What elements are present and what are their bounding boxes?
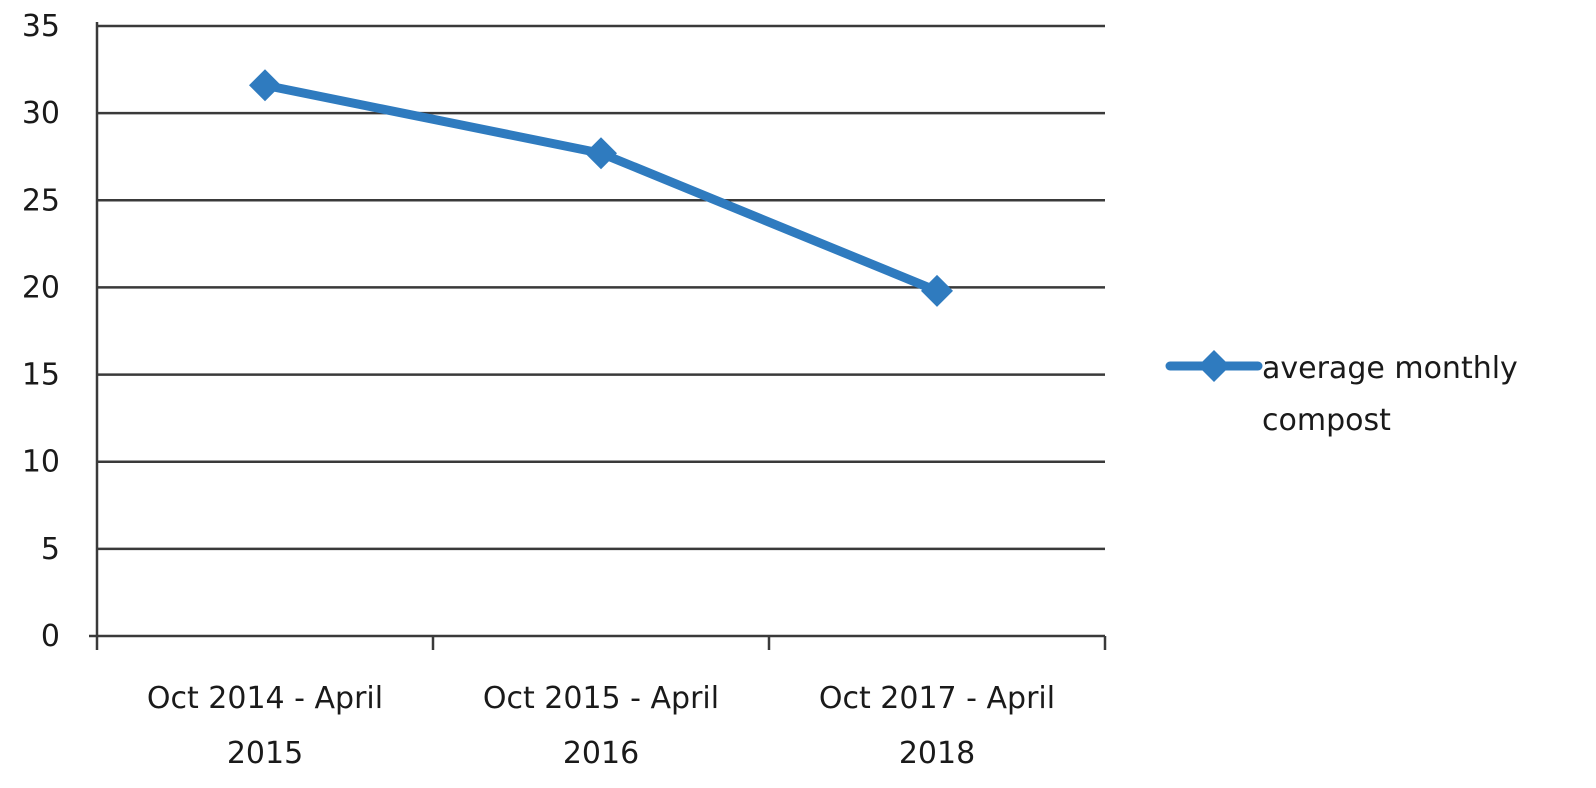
legend-label: average monthly compost <box>1262 351 1518 438</box>
x-category-label-line: 2015 <box>227 736 303 771</box>
gridlines <box>97 24 1105 551</box>
y-axis-ticks: 0 5 10 15 20 25 30 35 <box>22 9 60 654</box>
x-category-label: Oct 2014 - April 2015 <box>147 681 383 771</box>
legend: average monthly compost <box>1165 350 1518 438</box>
x-category-label: Oct 2017 - April 2018 <box>819 681 1055 771</box>
axes <box>89 22 1107 650</box>
legend-label-line: average monthly <box>1262 351 1518 386</box>
y-tick-label: 35 <box>22 9 60 44</box>
y-tick-label: 30 <box>22 96 60 131</box>
series-line <box>260 80 942 296</box>
x-axis-categories: Oct 2014 - April 2015 Oct 2015 - April 2016… <box>147 681 1055 771</box>
x-category-label-line: Oct 2014 - April <box>147 681 383 716</box>
series <box>249 69 953 307</box>
y-tick-label: 20 <box>22 270 60 305</box>
x-category-label-line: 2018 <box>899 736 975 771</box>
y-tick-label: 25 <box>22 183 60 218</box>
legend-label-line: compost <box>1262 403 1391 438</box>
y-tick-label: 0 <box>41 619 60 654</box>
x-category-label: Oct 2015 - April 2016 <box>483 681 719 771</box>
x-category-label-line: Oct 2017 - April <box>819 681 1055 716</box>
y-tick-label: 10 <box>22 445 60 480</box>
series-point <box>921 274 953 307</box>
legend-marker-swatch <box>1198 350 1230 382</box>
y-tick-label: 5 <box>41 532 60 567</box>
series-point <box>249 69 281 102</box>
y-tick-label: 15 <box>22 358 60 393</box>
series-point <box>585 137 617 170</box>
x-category-label-line: Oct 2015 - April <box>483 681 719 716</box>
x-category-label-line: 2016 <box>563 736 639 771</box>
